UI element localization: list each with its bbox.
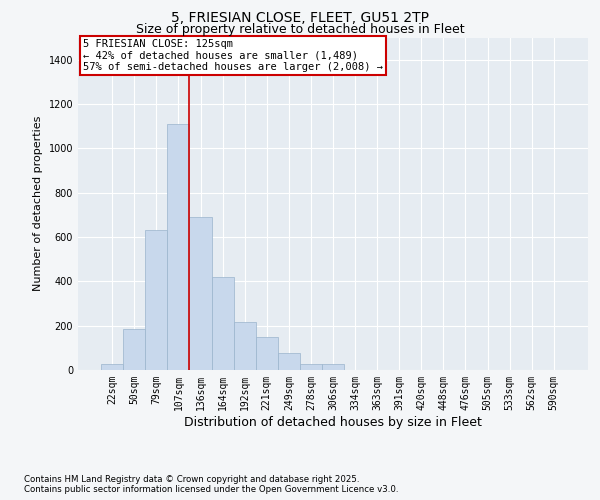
Text: 5 FRIESIAN CLOSE: 125sqm
← 42% of detached houses are smaller (1,489)
57% of sem: 5 FRIESIAN CLOSE: 125sqm ← 42% of detach… — [83, 39, 383, 72]
Bar — [123, 329, 145, 370]
Text: 5, FRIESIAN CLOSE, FLEET, GU51 2TP: 5, FRIESIAN CLOSE, FLEET, GU51 2TP — [171, 11, 429, 25]
Bar — [278, 354, 300, 370]
Bar — [212, 277, 233, 370]
Bar — [167, 124, 190, 370]
Text: Contains public sector information licensed under the Open Government Licence v3: Contains public sector information licen… — [24, 484, 398, 494]
Bar — [145, 230, 167, 370]
Bar — [256, 337, 278, 370]
Text: Contains HM Land Registry data © Crown copyright and database right 2025.: Contains HM Land Registry data © Crown c… — [24, 475, 359, 484]
Y-axis label: Number of detached properties: Number of detached properties — [33, 116, 43, 292]
Text: Size of property relative to detached houses in Fleet: Size of property relative to detached ho… — [136, 22, 464, 36]
Bar — [233, 322, 256, 370]
Bar — [101, 364, 123, 370]
Bar — [300, 364, 322, 370]
Bar — [190, 217, 212, 370]
Bar — [322, 364, 344, 370]
X-axis label: Distribution of detached houses by size in Fleet: Distribution of detached houses by size … — [184, 416, 482, 428]
